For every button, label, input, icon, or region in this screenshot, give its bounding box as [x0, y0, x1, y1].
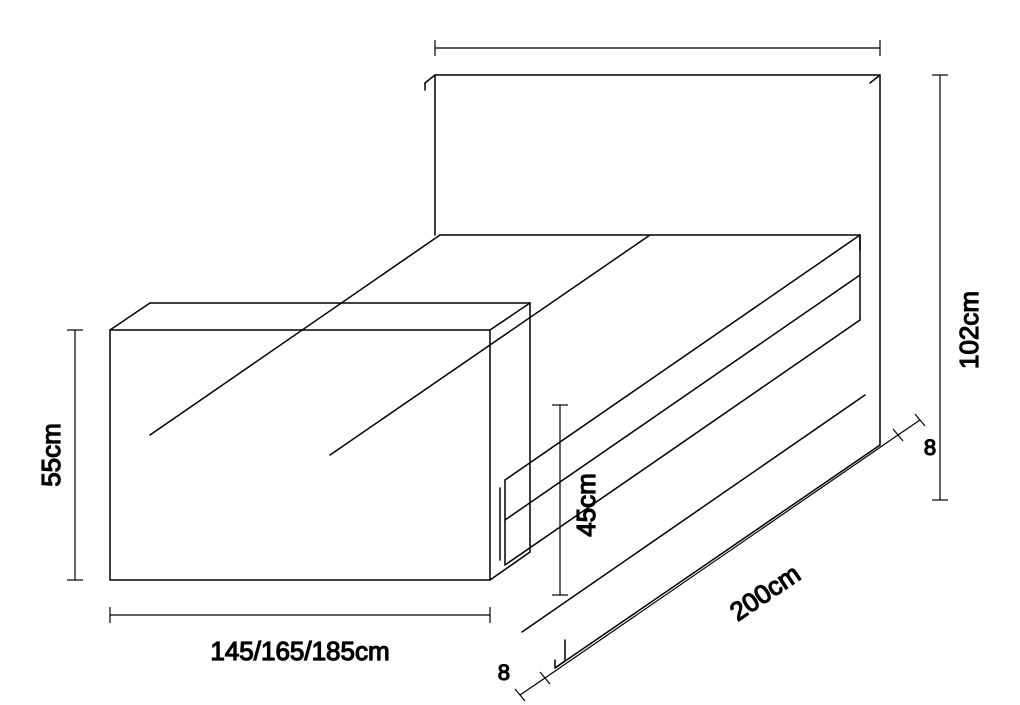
dim-height-55 — [67, 330, 83, 580]
bed-dimension-diagram: 102cm 45cm 55cm 145/165/185cm — [0, 0, 1020, 705]
label-45cm: 45cm — [571, 473, 601, 537]
label-200cm: 200cm — [724, 558, 805, 627]
dim-gap-back — [898, 414, 925, 435]
label-gap-back: 8 — [924, 435, 936, 460]
dim-height-45 — [552, 405, 568, 595]
label-gap-front: 8 — [498, 660, 510, 685]
dim-width-options — [110, 607, 490, 623]
label-102cm: 102cm — [954, 291, 984, 369]
dim-gap-front — [515, 678, 545, 701]
dim-headboard-width — [435, 40, 880, 56]
label-width-options: 145/165/185cm — [210, 636, 389, 666]
label-55cm: 55cm — [36, 423, 66, 487]
dimensions-group: 102cm 45cm 55cm 145/165/185cm — [36, 40, 984, 701]
